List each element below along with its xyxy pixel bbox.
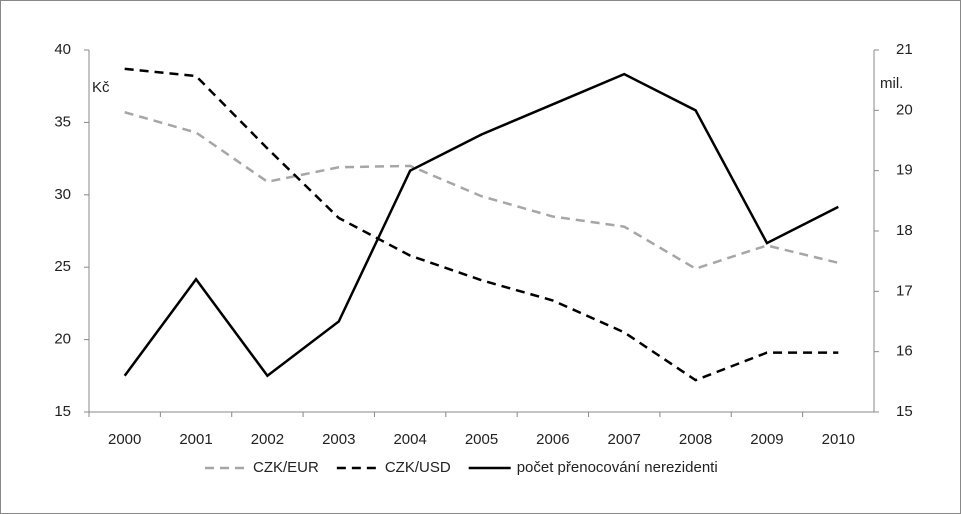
- x-tick-label: 2009: [750, 431, 783, 448]
- legend-label: CZK/USD: [385, 459, 451, 476]
- y2-tick-label: 19: [896, 162, 913, 179]
- x-tick-label: 2006: [536, 431, 569, 448]
- x-tick-label: 2007: [608, 431, 641, 448]
- x-tick-label: 2002: [251, 431, 284, 448]
- series-line: [124, 111, 839, 271]
- y2-tick-label: 16: [896, 343, 913, 360]
- x-tick-label: 2008: [679, 431, 712, 448]
- y-tick-label: 20: [54, 331, 71, 348]
- x-tick-label: 2010: [822, 431, 855, 448]
- y-tick-label: 15: [54, 403, 71, 420]
- x-tick-label: 2005: [465, 431, 498, 448]
- y-tick-label: 35: [54, 113, 71, 130]
- x-tick-label: 2004: [393, 431, 426, 448]
- y2-tick-label: 17: [896, 282, 913, 299]
- y-tick-label: 25: [54, 258, 71, 275]
- y-axis-label: Kč: [92, 79, 110, 96]
- y2-tick-label: 18: [896, 222, 913, 239]
- x-tick-label: 2000: [108, 431, 141, 448]
- y2-tick-label: 21: [896, 41, 913, 58]
- y2-tick-label: 20: [896, 101, 913, 118]
- legend-label: CZK/EUR: [253, 459, 319, 476]
- y-tick-label: 40: [54, 41, 71, 58]
- x-tick-label: 2003: [322, 431, 355, 448]
- legend-label: počet přenocování nerezidenti: [517, 459, 718, 476]
- y-tick-label: 30: [54, 186, 71, 203]
- series-line: [123, 72, 839, 378]
- x-tick-label: 2001: [179, 431, 212, 448]
- y2-axis-label: mil.: [880, 75, 903, 92]
- series-line: [124, 67, 839, 382]
- y2-tick-label: 15: [896, 403, 913, 420]
